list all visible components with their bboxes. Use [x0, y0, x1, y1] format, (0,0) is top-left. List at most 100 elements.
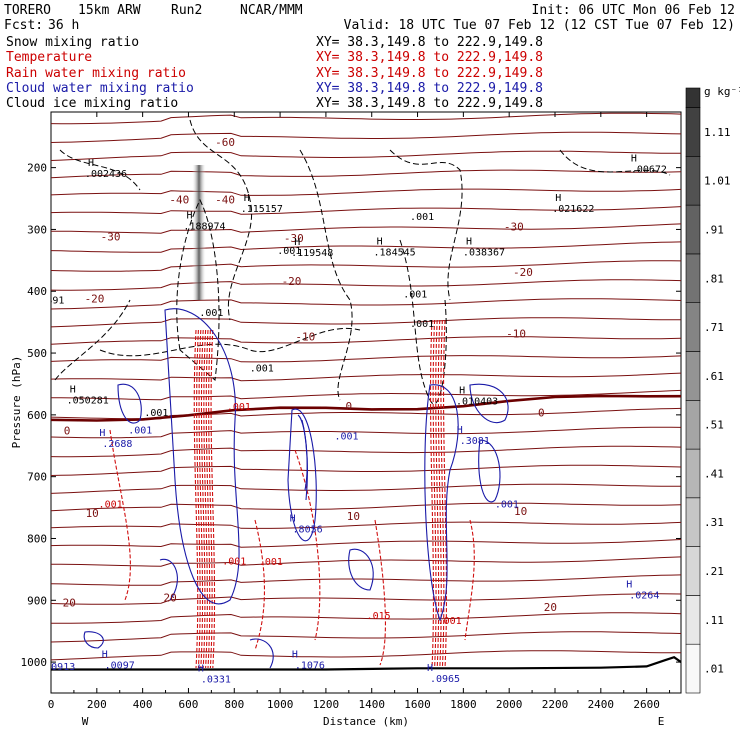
- temperature-label: 0: [345, 400, 352, 413]
- plot-frame: [50, 111, 682, 694]
- colorbar-swatch: [685, 546, 701, 596]
- snow-contour: [189, 119, 253, 321]
- field-cloud-ice-xy: XY= 38.3,149.8 to 222.9,149.8: [316, 96, 543, 111]
- rain-contour: [205, 329, 211, 669]
- rain-contour: [430, 319, 434, 669]
- x-tick-label: 2600: [633, 698, 660, 711]
- colorbar-swatch: [685, 595, 701, 645]
- y-tick-label: 200: [27, 162, 47, 175]
- maximum-label: .8056: [293, 524, 323, 535]
- y-tick-label: 300: [27, 223, 47, 236]
- init-time: Init: 06 UTC Mon 06 Feb 12: [532, 3, 736, 18]
- snow-contour: [299, 149, 353, 401]
- colorbar-swatch: [685, 253, 701, 303]
- temperature-label: 20: [544, 601, 557, 614]
- maximum-label: .00672: [631, 165, 667, 176]
- colorbar-level-label: 1.11: [704, 126, 731, 139]
- colorbar-swatch: [685, 643, 701, 694]
- contour-value-label: .001: [227, 402, 251, 413]
- isotherm-line: [51, 169, 681, 179]
- x-axis-label: Distance (km): [323, 715, 409, 728]
- field-snow-name: Snow mixing ratio: [6, 35, 139, 50]
- temperature-label: 20: [163, 592, 176, 605]
- field-cloud-water-name: Cloud water mixing ratio: [6, 81, 194, 96]
- contour-value-label: .001: [99, 500, 123, 511]
- isotherm-line: [51, 631, 681, 643]
- colorbar-swatch: [685, 399, 701, 450]
- axes: 0 200 400 600 800 1000 1200 1400 1600 1800 2000 220…: [21, 112, 681, 711]
- maximum-label: .021622: [552, 204, 594, 215]
- field-snow-xy: XY= 38.3,149.8 to 222.9,149.8: [316, 35, 543, 50]
- cloud-water-contour: [478, 439, 501, 503]
- temperature-label: -20: [85, 292, 105, 305]
- colorbar-level-label: .01: [704, 663, 724, 676]
- colorbar-swatch: [685, 448, 701, 499]
- x-tick-label: 1600: [404, 698, 431, 711]
- isotherm-line: [51, 556, 681, 567]
- colorbar-level-label: .91: [704, 224, 724, 237]
- cloud-water-contour: [117, 383, 142, 424]
- maximum-label: .0913: [45, 662, 75, 673]
- temperature-label: 10: [86, 507, 99, 520]
- rain-contour: [200, 329, 206, 669]
- maximum-marker: H: [626, 579, 632, 590]
- colorbar: .01 .11 .21 .31 .41 .51 .61 .71 .81 .91 1.01 1.11: [685, 87, 731, 694]
- forecast-label: Fcst:: [4, 18, 43, 33]
- y-tick-label: 900: [27, 594, 47, 607]
- snow-contour: [99, 327, 361, 357]
- maximum-marker: H: [631, 154, 637, 165]
- colorbar-swatch: [685, 107, 701, 157]
- header: TORERO 15km ARW Run2 NCAR/MMM Init: 06 U…: [4, 3, 735, 33]
- rain-contour: [203, 329, 208, 669]
- maximum-marker: H: [555, 193, 561, 204]
- x-tick-label: 2200: [542, 698, 569, 711]
- maximum-label: .0264: [629, 590, 659, 601]
- isotherm-line: [51, 539, 681, 548]
- isotherm-line: [51, 260, 681, 272]
- isotherm-line: [51, 445, 681, 458]
- x-tick-label: 800: [224, 698, 244, 711]
- x-tick-label: 1200: [313, 698, 340, 711]
- snow-shading-column: [192, 165, 206, 300]
- x-tick-label: 600: [179, 698, 199, 711]
- snow-contours: [54, 119, 671, 405]
- colorbar-level-label: 1.01: [704, 175, 731, 188]
- y-tick-label: 600: [27, 409, 47, 422]
- x-tick-label: 1000: [267, 698, 294, 711]
- x-tick-label: 2400: [588, 698, 615, 711]
- x-tick-label: 200: [87, 698, 107, 711]
- field-legend: Snow mixing ratio Temperature Rain water…: [6, 35, 543, 111]
- contour-layer: -60 -40 -40 -30 -30 -30 -20 -20 -20 -10 -10 0 0 0 10 10…: [45, 112, 681, 686]
- x-tick-label: 2000: [496, 698, 523, 711]
- maximum-marker: H: [102, 649, 108, 660]
- colorbar-unit: g kg⁻¹: [704, 85, 740, 98]
- rain-contour: [208, 329, 213, 669]
- temperature-label: -40: [169, 194, 189, 207]
- x-tick-label: 400: [133, 698, 153, 711]
- contour-value-label: .001: [410, 212, 434, 223]
- isotherm-line: [51, 426, 681, 439]
- isotherm-line: [51, 279, 681, 291]
- isotherm-line: [51, 206, 681, 215]
- colorbar-swatch: [685, 302, 701, 352]
- temperature-label: 0: [538, 407, 545, 420]
- contour-value-label: .001: [438, 616, 462, 627]
- snow-contour: [389, 149, 463, 301]
- west-label: W: [82, 715, 89, 728]
- isotherm-line: [51, 298, 681, 310]
- maximum-label: .010403: [456, 396, 498, 407]
- temperature-label: -10: [295, 331, 315, 344]
- field-rain-name: Rain water mixing ratio: [6, 66, 186, 81]
- temperature-label: -20: [513, 266, 533, 279]
- maximum-label: .119548: [291, 248, 333, 259]
- colorbar-level-label: .11: [704, 614, 724, 627]
- colorbar-level-label: .21: [704, 565, 724, 578]
- cloud-water-contour: [249, 638, 274, 669]
- cloud-water-contour: [287, 408, 317, 542]
- temperature-label: 20: [63, 597, 76, 610]
- colorbar-swatch: [685, 497, 701, 547]
- rain-contour: [443, 319, 447, 669]
- isotherm-line: [51, 483, 681, 494]
- temperature-label: 10: [347, 510, 360, 523]
- field-cloud-water-xy: XY= 38.3,149.8 to 222.9,149.8: [316, 81, 543, 96]
